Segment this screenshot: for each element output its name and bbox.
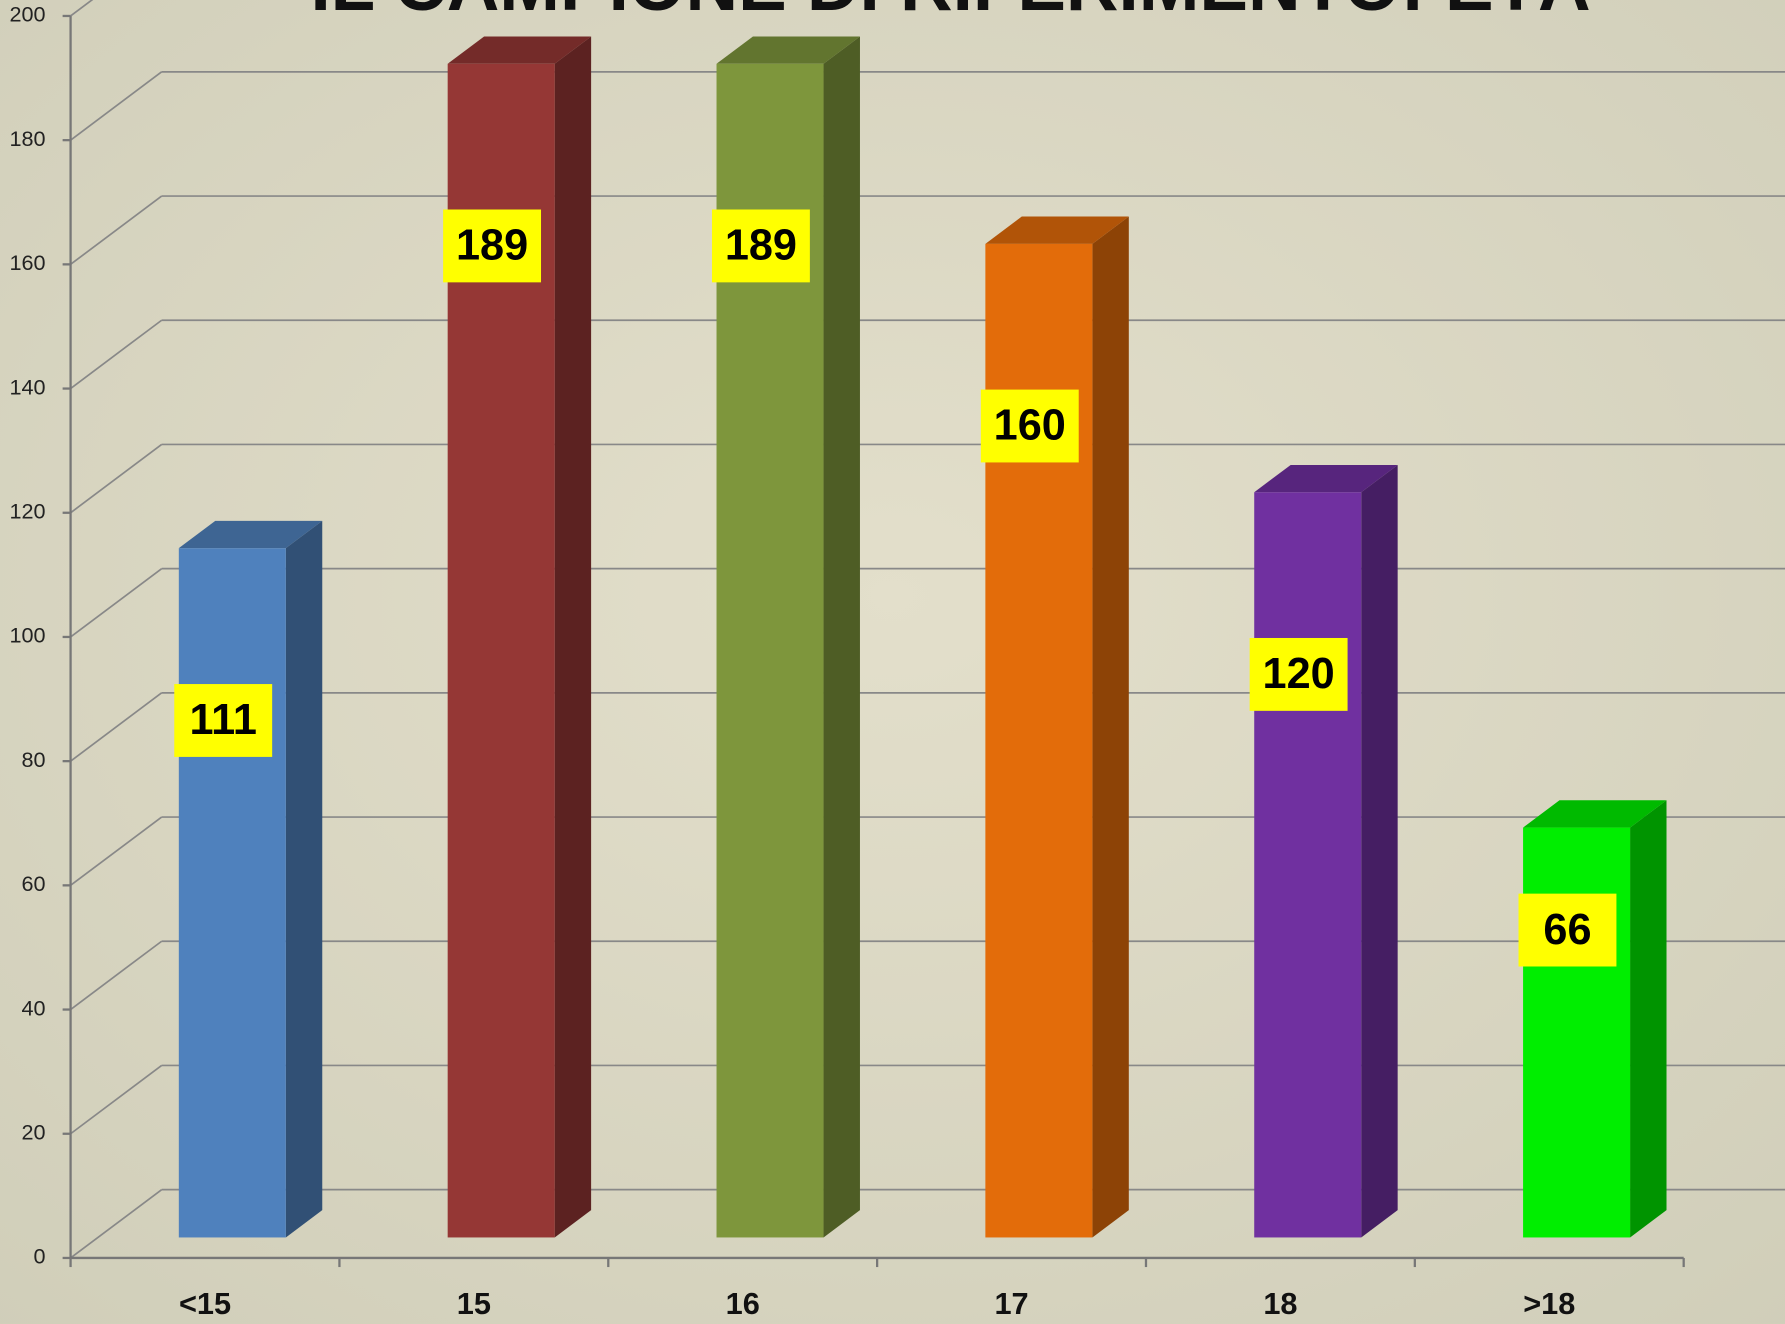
value-label: 189 [456,222,528,270]
y-tick-label: 200 [9,2,45,27]
page: IL CAMPIONE DI RIFERIMENTO: ETÀ 0 20 40 60 8… [0,0,1785,1324]
y-tick-label: 80 [21,747,45,772]
bar-side [1630,800,1666,1237]
value-label: 120 [1263,650,1335,698]
value-label: 189 [725,222,797,270]
bar-side [555,36,591,1237]
y-tick-label: 60 [21,871,45,896]
bar [1254,492,1361,1237]
x-tick-label: 17 [994,1286,1028,1321]
bar-side [1092,217,1128,1238]
x-tick-label: 16 [726,1286,760,1321]
bar-side [1361,465,1397,1238]
y-tick-label: 20 [21,1119,45,1144]
y-tick-label: 0 [34,1244,46,1269]
bar-side [286,521,322,1238]
y-tick-label: 120 [9,498,45,523]
x-tick-label: 15 [457,1286,491,1321]
bar [1523,828,1630,1238]
value-label: 160 [994,402,1066,450]
x-tick-label: <15 [179,1286,231,1321]
x-tick-label: 18 [1263,1286,1297,1321]
value-label: 66 [1543,906,1591,954]
y-tick-label: 140 [9,374,45,399]
y-tick-label: 180 [9,126,45,151]
chart: IL CAMPIONE DI RIFERIMENTO: ETÀ 0 20 40 60 8… [0,0,1785,1324]
y-tick-label: 100 [9,623,45,648]
bar [179,548,286,1237]
chart-title: IL CAMPIONE DI RIFERIMENTO: ETÀ [310,0,1590,26]
value-label: 111 [190,696,257,744]
y-tick-label: 40 [21,995,45,1020]
bar-side [824,36,860,1237]
y-tick-label: 160 [9,250,45,275]
x-tick-label: >18 [1523,1286,1575,1321]
